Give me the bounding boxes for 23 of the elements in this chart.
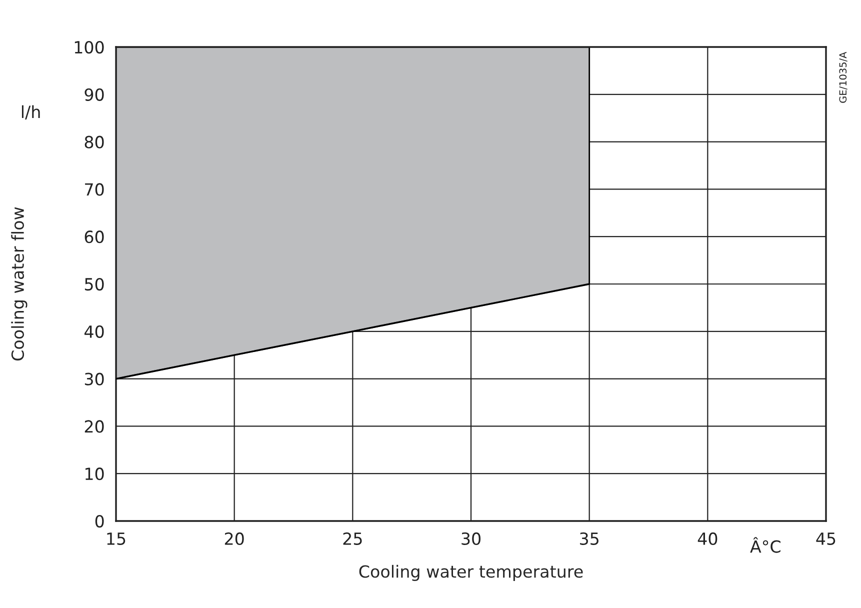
x-tick-label: 30 <box>462 532 480 546</box>
x-axis-title: Cooling water temperature <box>359 564 583 582</box>
text: Â°C <box>750 537 780 553</box>
y-axis-title: Cooling water flow <box>11 207 28 360</box>
text: GE/1035/A <box>839 52 848 103</box>
x-tick-label: 40 <box>698 532 718 546</box>
y-tick-label: 80 <box>84 136 104 148</box>
x-tick-label: 25 <box>343 532 362 546</box>
y-tick-label: 50 <box>84 278 104 291</box>
x-tick-label: 20 <box>224 532 244 546</box>
y-tick-label: 100 <box>74 40 104 54</box>
y-tick-label: 20 <box>84 420 104 433</box>
y-tick-label: 0 <box>95 514 104 528</box>
y-tick-label: 10 <box>86 468 104 480</box>
text: l/h <box>22 105 40 120</box>
x-tick-label: 45 <box>816 532 836 546</box>
y-tick-label: 40 <box>84 325 104 338</box>
y-tick-label: 70 <box>85 183 104 196</box>
y-tick-label: 30 <box>84 372 104 386</box>
x-tick-label: 35 <box>580 532 598 546</box>
x-tick-label: 15 <box>107 532 126 546</box>
y-tick-label: 60 <box>84 230 104 244</box>
y-tick-label: 90 <box>84 88 104 101</box>
